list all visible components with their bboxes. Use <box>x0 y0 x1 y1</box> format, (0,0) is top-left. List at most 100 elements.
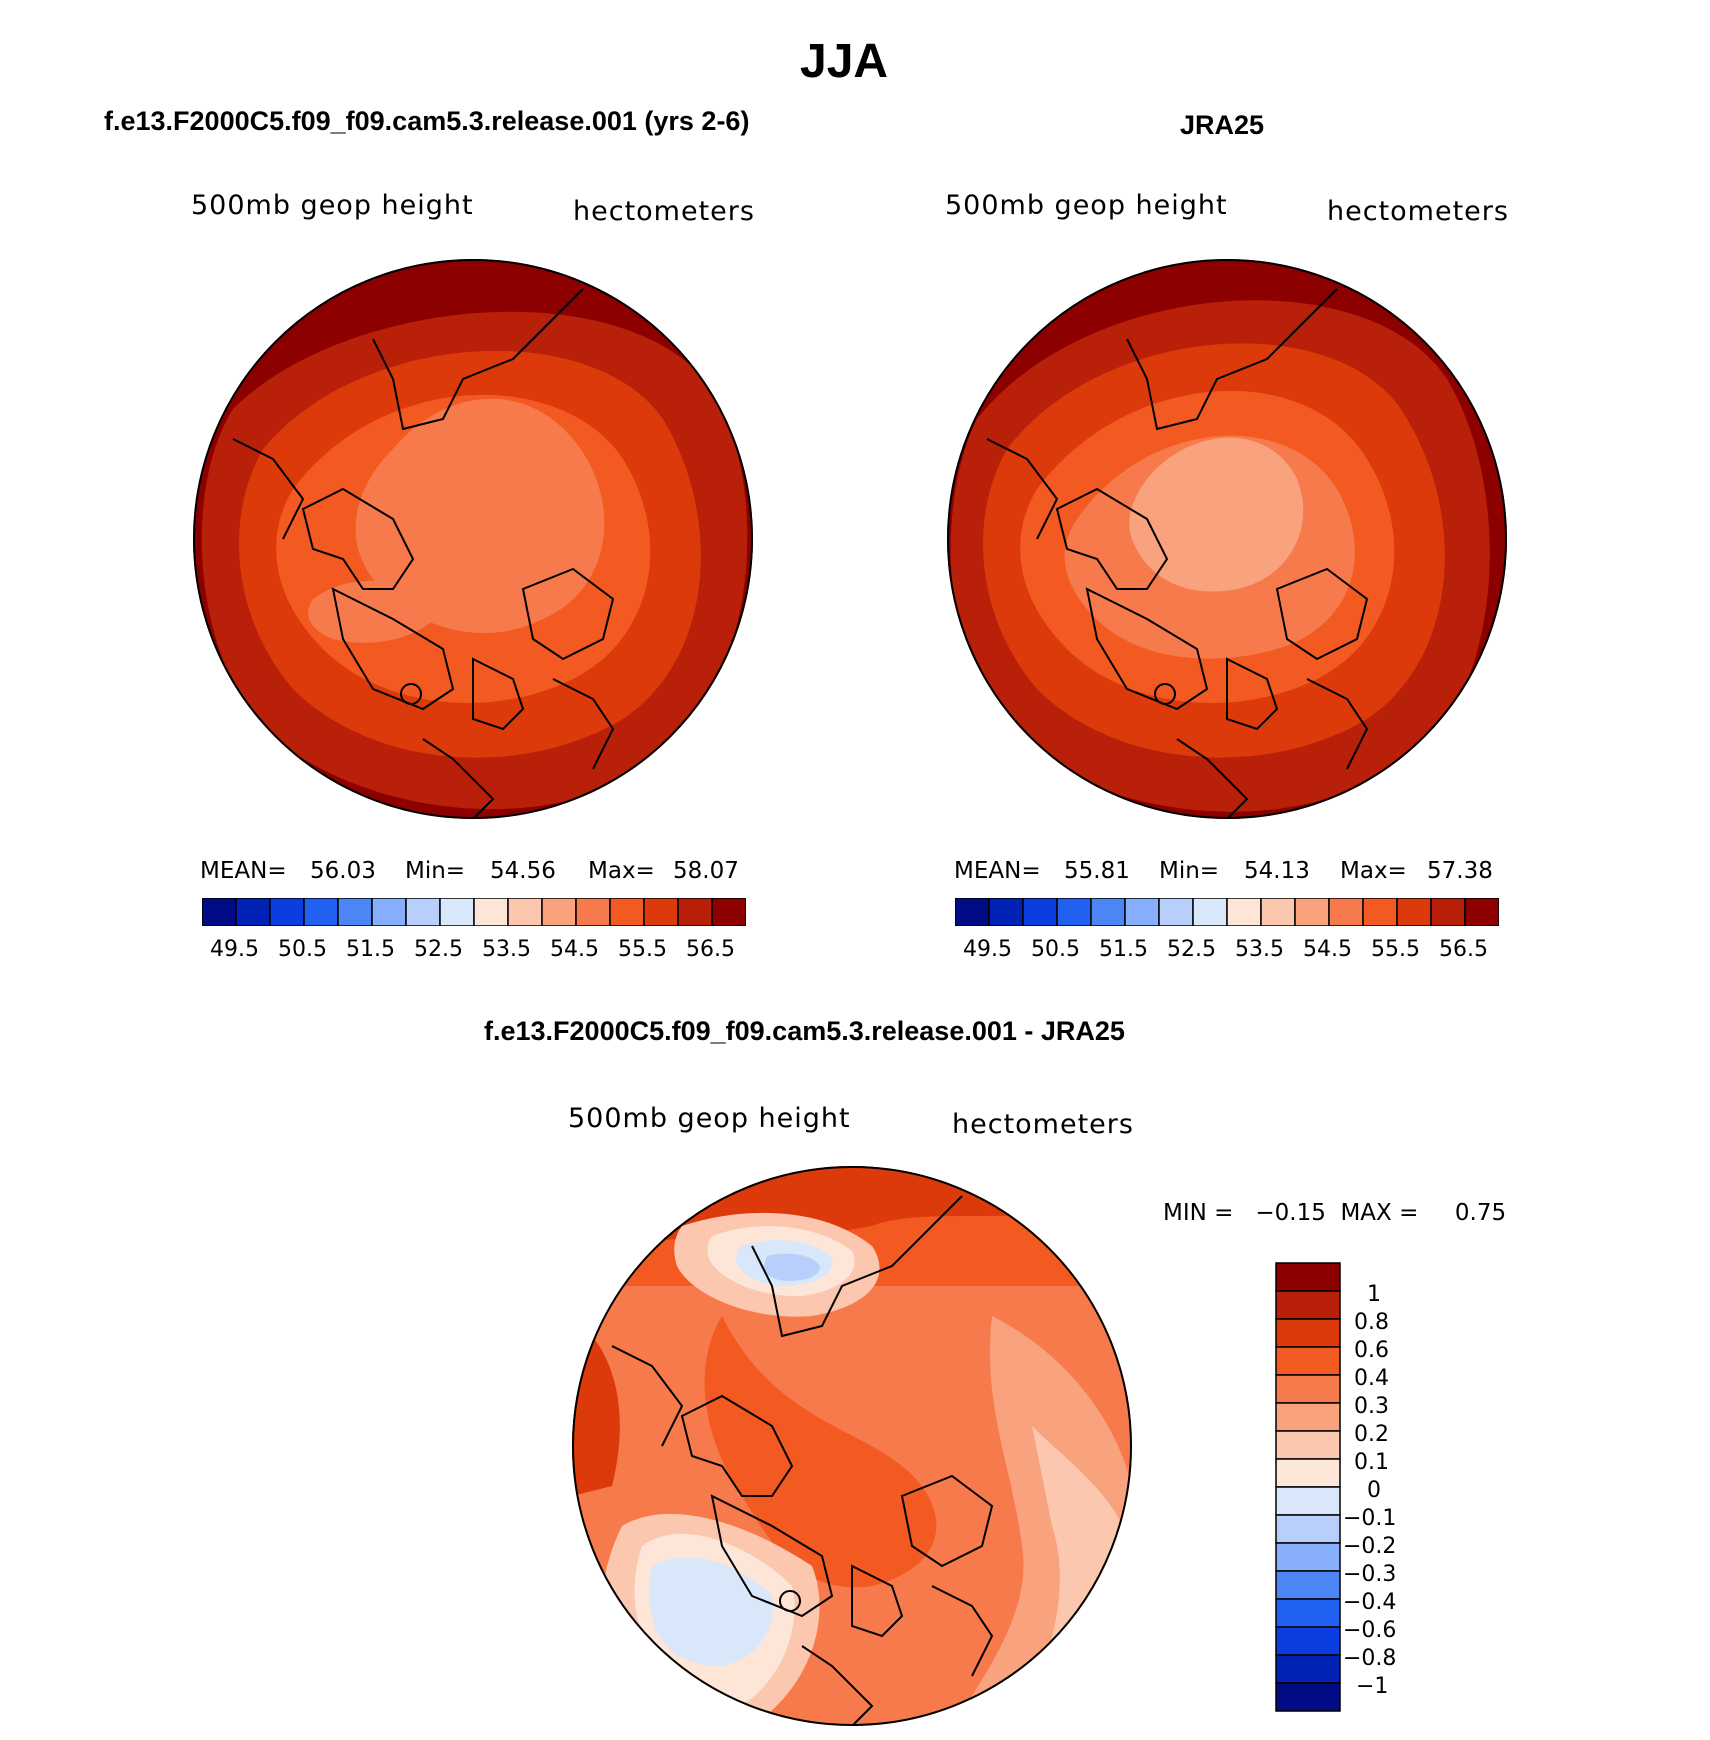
model-mean-label: MEAN= <box>200 858 287 884</box>
colorbar-swatch <box>1275 1458 1341 1488</box>
diff-colorbar-tick: −0.2 <box>1343 1534 1397 1559</box>
colorbar-swatch <box>269 898 305 926</box>
diff-colorbar-tick: −0.1 <box>1343 1506 1397 1531</box>
diff-colorbar-tick: 1 <box>1367 1282 1381 1307</box>
obs-colorbar-tick: 56.5 <box>1439 937 1488 962</box>
colorbar-swatch <box>1464 898 1499 926</box>
model-colorbar-tick: 50.5 <box>278 937 327 962</box>
obs-min-label: Min= <box>1159 858 1220 884</box>
colorbar-swatch <box>1260 898 1296 926</box>
model-polar-map <box>193 259 753 819</box>
colorbar-swatch <box>1056 898 1092 926</box>
colorbar-swatch <box>1396 898 1432 926</box>
diff-colorbar-tick: 0.2 <box>1354 1422 1389 1447</box>
diff-units-label: hectometers <box>952 1109 1134 1140</box>
colorbar-swatch <box>1022 898 1058 926</box>
colorbar-swatch <box>1226 898 1262 926</box>
obs-colorbar-tick: 55.5 <box>1371 937 1420 962</box>
model-min-value: 54.56 <box>490 858 556 884</box>
diff-colorbar <box>1275 1262 1341 1712</box>
model-colorbar-tick: 51.5 <box>346 937 395 962</box>
colorbar-swatch <box>1275 1290 1341 1320</box>
colorbar-swatch <box>235 898 271 926</box>
colorbar-swatch <box>1328 898 1364 926</box>
obs-colorbar-tick: 49.5 <box>963 937 1012 962</box>
colorbar-swatch <box>1430 898 1466 926</box>
colorbar-swatch <box>609 898 645 926</box>
colorbar-swatch <box>1362 898 1398 926</box>
model-colorbar-tick: 49.5 <box>210 937 259 962</box>
obs-polar-map <box>947 259 1507 819</box>
model-colorbar-tick: 52.5 <box>414 937 463 962</box>
model-mean-value: 56.03 <box>310 858 376 884</box>
colorbar-swatch <box>1275 1542 1341 1572</box>
colorbar-swatch <box>1275 1654 1341 1684</box>
colorbar-swatch <box>473 898 509 926</box>
model-colorbar <box>202 898 746 926</box>
diff-colorbar-tick: 0 <box>1367 1478 1381 1503</box>
colorbar-swatch <box>541 898 577 926</box>
figure-title: JJA <box>800 35 889 88</box>
diff-colorbar-tick: 0.1 <box>1354 1450 1389 1475</box>
diff-colorbar-tick: −0.6 <box>1343 1618 1397 1643</box>
obs-field-label: 500mb geop height <box>945 190 1228 221</box>
colorbar-swatch <box>1275 1374 1341 1404</box>
obs-colorbar-tick: 54.5 <box>1303 937 1352 962</box>
model-colorbar-tick: 54.5 <box>550 937 599 962</box>
obs-mean-label: MEAN= <box>954 858 1041 884</box>
colorbar-swatch <box>303 898 339 926</box>
colorbar-swatch <box>1275 1486 1341 1516</box>
colorbar-swatch <box>1275 1346 1341 1376</box>
colorbar-swatch <box>955 898 990 926</box>
diff-colorbar-tick: −1 <box>1356 1674 1389 1699</box>
colorbar-swatch <box>337 898 373 926</box>
diff-colorbar-tick: 0.6 <box>1354 1338 1389 1363</box>
obs-colorbar-tick: 50.5 <box>1031 937 1080 962</box>
obs-min-value: 54.13 <box>1244 858 1310 884</box>
colorbar-swatch <box>1275 1318 1341 1348</box>
colorbar-swatch <box>202 898 237 926</box>
obs-max-label: Max= <box>1340 858 1407 884</box>
diff-field-label: 500mb geop height <box>568 1103 851 1134</box>
colorbar-swatch <box>643 898 679 926</box>
colorbar-swatch <box>711 898 746 926</box>
colorbar-swatch <box>371 898 407 926</box>
model-units-label: hectometers <box>573 196 755 227</box>
diff-colorbar-tick: −0.3 <box>1343 1562 1397 1587</box>
diff-colorbar-tick: 0.4 <box>1354 1366 1389 1391</box>
colorbar-swatch <box>1090 898 1126 926</box>
obs-colorbar-tick: 52.5 <box>1167 937 1216 962</box>
diff-colorbar-tick: −0.8 <box>1343 1646 1397 1671</box>
model-colorbar-tick: 56.5 <box>686 937 735 962</box>
obs-colorbar-tick: 53.5 <box>1235 937 1284 962</box>
diff-polar-map <box>572 1166 1132 1726</box>
obs-colorbar-tick: 51.5 <box>1099 937 1148 962</box>
diff-colorbar-tick: 0.8 <box>1354 1310 1389 1335</box>
colorbar-swatch <box>1275 1402 1341 1432</box>
model-min-label: Min= <box>405 858 466 884</box>
colorbar-swatch <box>575 898 611 926</box>
diff-colorbar-tick: 0.3 <box>1354 1394 1389 1419</box>
model-field-label: 500mb geop height <box>191 190 474 221</box>
model-max-label: Max= <box>588 858 655 884</box>
diff-colorbar-tick: −0.4 <box>1343 1590 1397 1615</box>
obs-mean-value: 55.81 <box>1064 858 1130 884</box>
colorbar-swatch <box>1275 1514 1341 1544</box>
colorbar-swatch <box>1158 898 1194 926</box>
colorbar-swatch <box>677 898 713 926</box>
model-colorbar-tick: 53.5 <box>482 937 531 962</box>
model-max-value: 58.07 <box>673 858 739 884</box>
colorbar-swatch <box>1192 898 1228 926</box>
obs-units-label: hectometers <box>1327 196 1509 227</box>
colorbar-swatch <box>1294 898 1330 926</box>
colorbar-swatch <box>1275 1682 1341 1712</box>
diff-panel-title: f.e13.F2000C5.f09_f09.cam5.3.release.001… <box>484 1016 1125 1046</box>
colorbar-swatch <box>988 898 1024 926</box>
obs-max-value: 57.38 <box>1427 858 1493 884</box>
colorbar-swatch <box>1124 898 1160 926</box>
colorbar-swatch <box>439 898 475 926</box>
colorbar-swatch <box>1275 1570 1341 1600</box>
model-panel-title: f.e13.F2000C5.f09_f09.cam5.3.release.001… <box>104 106 750 136</box>
colorbar-swatch <box>1275 1430 1341 1460</box>
model-colorbar-tick: 55.5 <box>618 937 667 962</box>
